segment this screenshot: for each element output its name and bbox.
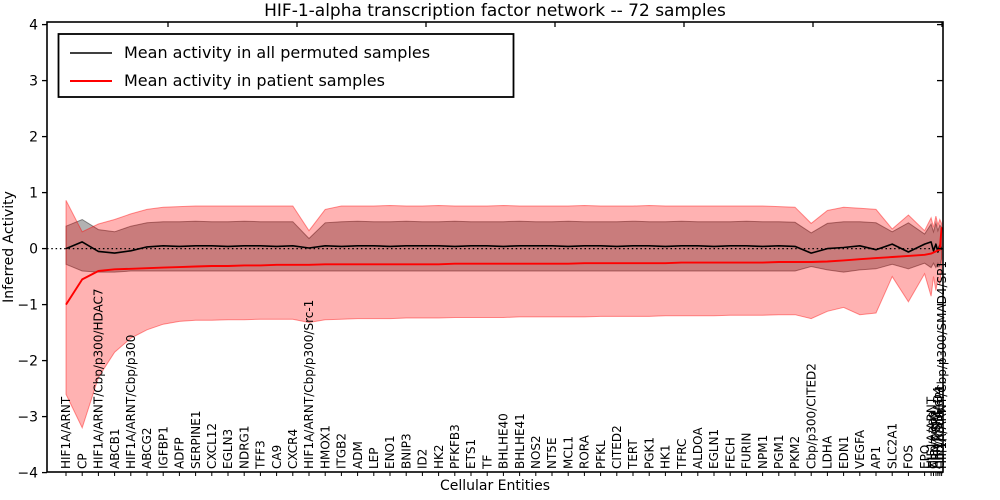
x-category-label: EPO — [918, 445, 932, 469]
x-category-label: CXCL12 — [205, 423, 219, 469]
x-category-label: ALDOA — [691, 427, 705, 469]
x-axis-label: Cellular Entities — [440, 478, 550, 494]
y-axis-label: Inferred Activity — [1, 191, 17, 303]
x-category-label: HIF1A/ARNT/Cbp/p300/Src-1 — [302, 300, 316, 469]
y-tick-labels: −4 −3 −2 −1 0 1 2 3 4 — [17, 18, 38, 482]
series-line-1 — [65, 227, 943, 306]
x-category-label: PFKFB3 — [448, 424, 462, 469]
x-category-label: VEGFA — [853, 429, 867, 469]
x-category-label: ABCB1 — [108, 429, 122, 469]
y-tick-label: −2 — [17, 354, 38, 370]
x-category-label: CXCR4 — [286, 429, 300, 469]
x-category-label: ITGB2 — [335, 433, 349, 469]
cluster-label: HIF1A/ARNT — [924, 396, 938, 469]
y-tick-label: 2 — [29, 130, 38, 146]
x-category-label: IGFBP1 — [156, 426, 170, 469]
x-category-label: ADM — [351, 441, 365, 469]
y-tick-label: −4 — [17, 466, 38, 482]
x-category-labels: HIF1A/ARNT CP HIF1A/ARNT/Cbp/p300/HDAC7 ABC… — [59, 261, 949, 470]
x-category-label: HIF1A/ARNT/Cbp/p300 — [124, 335, 138, 469]
axis-ticks — [42, 22, 943, 476]
legend-label-permuted: Mean activity in all permuted samples — [124, 43, 430, 62]
x-category-label: ID2 — [416, 449, 430, 469]
y-tick-label: 3 — [29, 74, 38, 90]
x-category-label: ENO1 — [383, 435, 397, 469]
x-category-label: CP — [75, 453, 89, 469]
x-category-label: BHLHE41 — [513, 413, 527, 469]
x-category-label: HK2 — [432, 444, 446, 469]
x-category-label: PGM1 — [772, 434, 786, 469]
x-category-label: TF — [480, 455, 494, 470]
x-category-label: PGK1 — [642, 437, 656, 469]
x-category-label: Cbp/p300/CITED2 — [804, 363, 818, 469]
x-category-label: HMOX1 — [318, 425, 332, 469]
y-tick-label: −3 — [17, 410, 38, 426]
x-category-label: MCL1 — [561, 436, 575, 469]
x-category-label: HIF1A/ARNT — [59, 396, 73, 469]
x-category-label: BNIP3 — [399, 433, 413, 469]
legend: Mean activity in all permuted samples Me… — [57, 33, 515, 98]
x-category-label: LDHA — [821, 435, 835, 469]
x-category-label: RORA — [578, 434, 592, 469]
y-tick-label: 1 — [29, 186, 38, 202]
x-category-label: SERPINE1 — [189, 410, 203, 469]
x-category-label: ETS1 — [464, 439, 478, 469]
x-category-label: LEP — [367, 447, 381, 469]
band-patient-samples-band — [65, 200, 943, 430]
cluster-label: ARNT/SP1 — [929, 410, 943, 469]
x-category-label: EDN1 — [837, 436, 851, 469]
x-category-label: EGLN3 — [221, 429, 235, 469]
x-category-label: NDRG1 — [237, 426, 251, 470]
y-tick-label: −1 — [17, 298, 38, 314]
series-line-0 — [65, 241, 943, 254]
x-category-label: PKM2 — [788, 436, 802, 469]
x-category-label: FURIN — [740, 432, 754, 469]
y-tick-label: 4 — [29, 18, 38, 34]
x-category-label: HK1 — [659, 444, 673, 469]
x-category-label: SLC2A1 — [885, 423, 899, 469]
legend-box — [57, 33, 515, 98]
x-category-label: FECH — [723, 437, 737, 469]
x-category-label: HIF1A/ARNT/Cbp/p300/HDAC7 — [92, 288, 106, 469]
x-category-label: ADFP — [173, 437, 187, 469]
x-category-label: BHLHE40 — [497, 413, 511, 469]
x-category-label: AP1 — [869, 446, 883, 469]
series-lines — [65, 227, 943, 306]
y-tick-label: 0 — [29, 242, 38, 258]
x-category-label: PFKL — [594, 440, 608, 469]
cluster-label: Cbp/p300 — [927, 411, 941, 469]
x-category-label: NT5E — [545, 437, 559, 469]
x-category-label: FOS — [902, 445, 916, 469]
x-category-label: ABCG2 — [140, 427, 154, 469]
x-category-label: TERT — [626, 439, 640, 470]
cluster-label: HIF1A/SMAD4 — [931, 387, 945, 469]
x-category-label: NOS2 — [529, 435, 543, 469]
x-category-label: CA9 — [270, 445, 284, 469]
x-category-label: EGLN1 — [707, 429, 721, 469]
x-category-label: TFRC — [675, 439, 689, 470]
chart-title: HIF-1-alpha transcription factor network… — [264, 1, 726, 21]
plot-border — [46, 21, 944, 473]
x-category-label: TFF3 — [254, 440, 268, 470]
x-category-label: NPM1 — [756, 435, 770, 469]
cluster-label: HIF1A/ARNT/Cbp/p300/SMAD4/SP1 — [935, 261, 949, 469]
legend-label-patient: Mean activity in patient samples — [124, 71, 385, 90]
x-category-label: CITED2 — [610, 425, 624, 469]
